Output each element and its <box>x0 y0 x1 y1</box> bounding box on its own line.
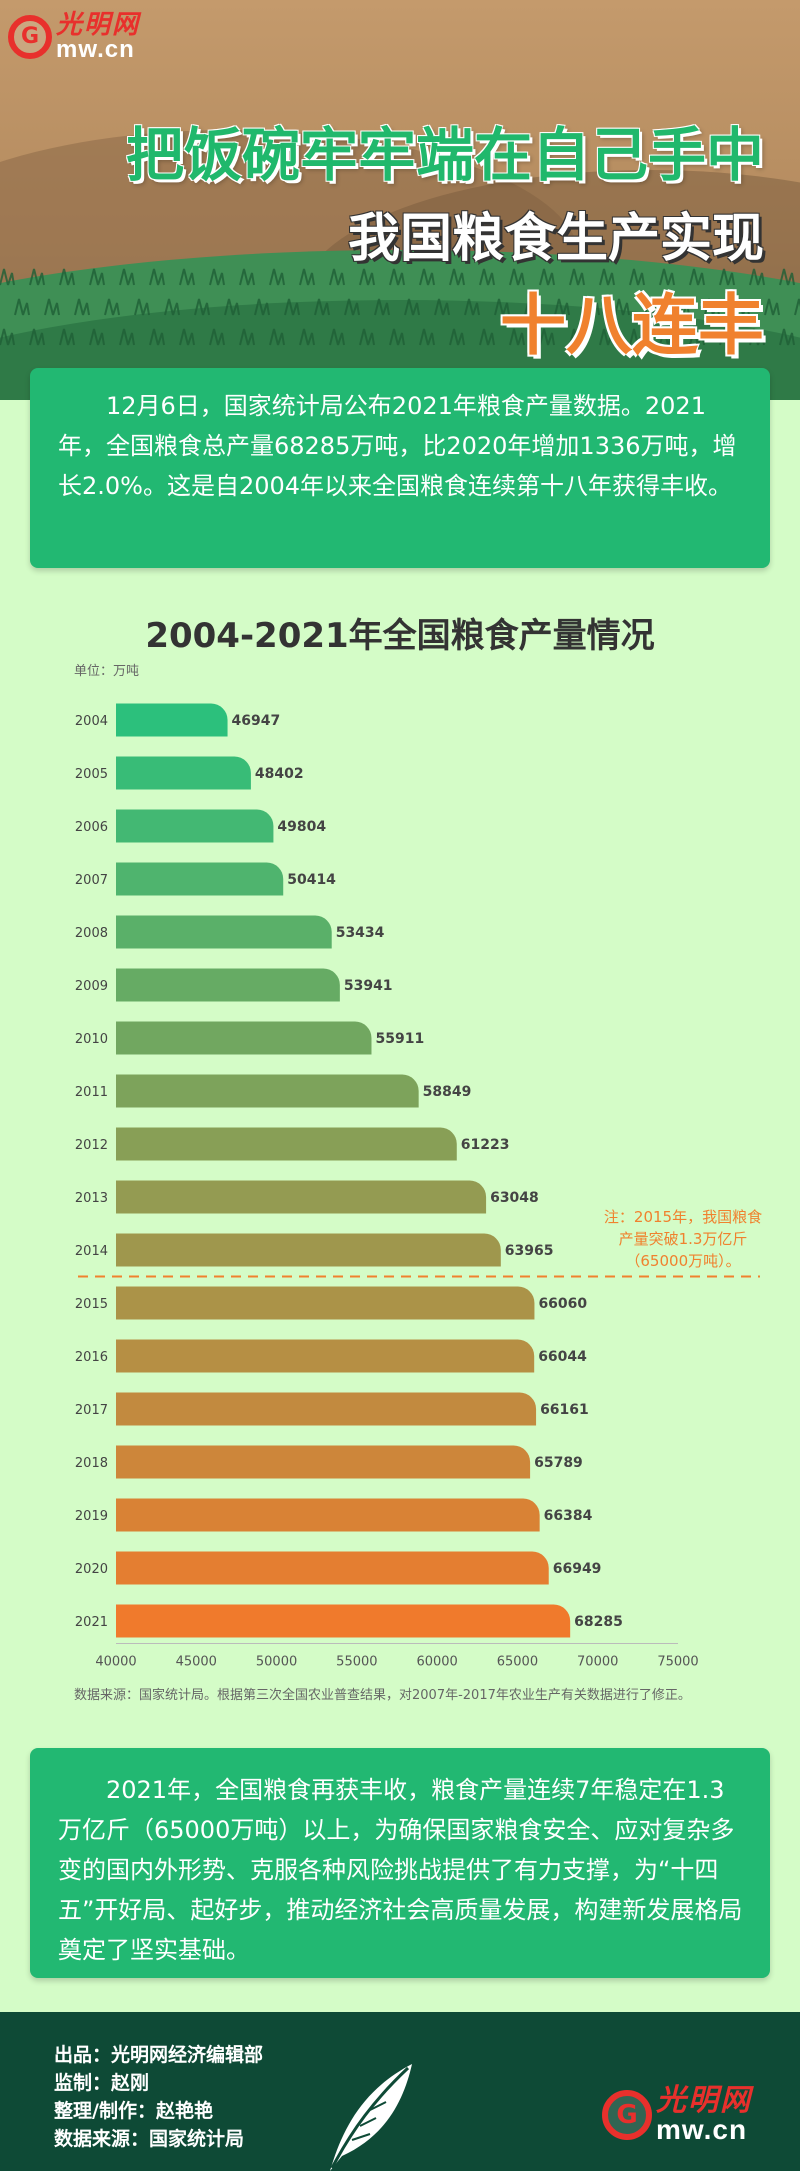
footer-brand-logo: G 光明网 mw.cn <box>602 2086 752 2144</box>
value-label-2019: 66384 <box>544 1508 593 1524</box>
category-label-2012: 2012 <box>75 1138 108 1153</box>
credit-data-source: 数据来源：国家统计局 <box>54 2128 245 2150</box>
footer: 出品：光明网经济编辑部 监制：赵刚 整理/制作：赵艳艳 数据来源：国家统计局 G… <box>0 2012 800 2171</box>
footer-logo-chinese-text: 光明网 <box>656 2083 752 2118</box>
category-label-2007: 2007 <box>75 873 108 888</box>
headline-line-3: 十八连丰 <box>500 287 764 364</box>
category-label-2016: 2016 <box>75 1350 108 1365</box>
chart-annotation: 注：2015年，我国粮食产量突破1.3万亿斤（65000万吨）。 <box>603 1208 763 1270</box>
value-label-2008: 53434 <box>336 925 385 941</box>
logo-g-icon: G <box>8 15 52 59</box>
bar-2013 <box>116 1180 487 1214</box>
bar-2011 <box>116 1074 419 1108</box>
header-banner: G 光明网 mw.cn 把饭碗牢牢端在自己手中 我国粮食生产实现 十八连丰 <box>0 0 800 400</box>
category-label-2021: 2021 <box>75 1615 108 1630</box>
category-label-2013: 2013 <box>75 1191 108 1206</box>
category-label-2009: 2009 <box>75 979 108 994</box>
category-label-2011: 2011 <box>75 1085 108 1100</box>
bar-2016 <box>116 1339 535 1373</box>
credit-supervisor: 监制：赵刚 <box>54 2072 150 2094</box>
bar-2004 <box>116 703 228 737</box>
value-label-2009: 53941 <box>344 978 393 994</box>
bar-2017 <box>116 1392 537 1426</box>
bar-2021 <box>116 1604 571 1638</box>
category-label-2004: 2004 <box>75 714 108 729</box>
category-label-2017: 2017 <box>75 1403 108 1418</box>
logo-domain-text: mw.cn <box>56 36 135 63</box>
bar-2018 <box>116 1445 531 1479</box>
category-label-2005: 2005 <box>75 767 108 782</box>
footer-logo-g-icon: G <box>602 2090 652 2140</box>
x-tick-label-45000: 45000 <box>176 1655 217 1670</box>
crop-rows-decoration <box>0 268 800 346</box>
value-label-2015: 66060 <box>538 1296 587 1312</box>
summary-text: 2021年，全国粮食再获丰收，粮食产量连续7年稳定在1.3万亿斤（65000万吨… <box>58 1776 743 1964</box>
x-tick-label-50000: 50000 <box>256 1655 297 1670</box>
bar-2019 <box>116 1498 540 1532</box>
x-tick-label-60000: 60000 <box>416 1655 457 1670</box>
headline-line-2: 我国粮食生产实现 <box>347 209 764 269</box>
bar-2014 <box>116 1233 501 1267</box>
x-tick-label-65000: 65000 <box>497 1655 538 1670</box>
x-tick-label-55000: 55000 <box>336 1655 377 1670</box>
leaf-icon <box>330 2064 412 2171</box>
category-label-2018: 2018 <box>75 1456 108 1471</box>
value-label-2021: 68285 <box>574 1614 623 1630</box>
value-label-2016: 66044 <box>538 1349 587 1365</box>
chart-title: 2004-2021年全国粮食产量情况 <box>145 616 655 656</box>
value-label-2006: 49804 <box>277 819 326 835</box>
value-label-2018: 65789 <box>534 1455 583 1471</box>
value-label-2004: 46947 <box>232 713 281 729</box>
brand-logo: G 光明网 mw.cn <box>8 12 140 62</box>
category-label-2015: 2015 <box>75 1297 108 1312</box>
category-label-2019: 2019 <box>75 1509 108 1524</box>
value-label-2013: 63048 <box>490 1190 539 1206</box>
category-label-2010: 2010 <box>75 1032 108 1047</box>
credit-producer: 出品：光明网经济编辑部 <box>54 2044 264 2066</box>
value-label-2012: 61223 <box>461 1137 510 1153</box>
category-label-2006: 2006 <box>75 820 108 835</box>
value-label-2017: 66161 <box>540 1402 589 1418</box>
value-label-2005: 48402 <box>255 766 304 782</box>
intro-box: 12月6日，国家统计局公布2021年粮食产量数据。2021年，全国粮食总产量68… <box>30 368 770 568</box>
bar-2008 <box>116 915 332 949</box>
bar-2005 <box>116 756 251 790</box>
footer-logo-domain-text: mw.cn <box>656 2114 748 2145</box>
bar-2006 <box>116 809 274 843</box>
bar-chart: 2004 46947 2005 48402 2006 49804 2007 50414 2008… <box>0 690 800 1684</box>
bar-2020 <box>116 1551 549 1585</box>
credit-editor: 整理/制作：赵艳艳 <box>54 2100 213 2122</box>
bar-2010 <box>116 1021 372 1055</box>
value-label-2007: 50414 <box>287 872 336 888</box>
bar-2009 <box>116 968 340 1002</box>
x-tick-label-40000: 40000 <box>95 1655 136 1670</box>
category-label-2020: 2020 <box>75 1562 108 1577</box>
summary-box: 2021年，全国粮食再获丰收，粮食产量连续7年稳定在1.3万亿斤（65000万吨… <box>30 1748 770 1978</box>
value-label-2010: 55911 <box>375 1031 424 1047</box>
x-tick-label-70000: 70000 <box>577 1655 618 1670</box>
bar-2007 <box>116 862 284 896</box>
category-label-2014: 2014 <box>75 1244 108 1259</box>
category-label-2008: 2008 <box>75 926 108 941</box>
logo-chinese-text: 光明网 <box>56 10 141 40</box>
value-label-2011: 58849 <box>423 1084 472 1100</box>
value-label-2014: 63965 <box>505 1243 554 1259</box>
headline-line-1: 把饭碗牢牢端在自己手中 <box>125 121 764 189</box>
bar-chart-svg: 2004 46947 2005 48402 2006 49804 2007 50414 2008… <box>75 703 760 1670</box>
chart-unit-label: 单位：万吨 <box>74 664 140 679</box>
bar-2012 <box>116 1127 457 1161</box>
bar-2015 <box>116 1286 535 1320</box>
value-label-2020: 66949 <box>553 1561 602 1577</box>
intro-text: 12月6日，国家统计局公布2021年粮食产量数据。2021年，全国粮食总产量68… <box>58 392 737 500</box>
chart-source-note: 数据来源：国家统计局。根据第三次全国农业普查结果，对2007年-2017年农业生… <box>74 1688 691 1703</box>
x-tick-label-75000: 75000 <box>657 1655 698 1670</box>
